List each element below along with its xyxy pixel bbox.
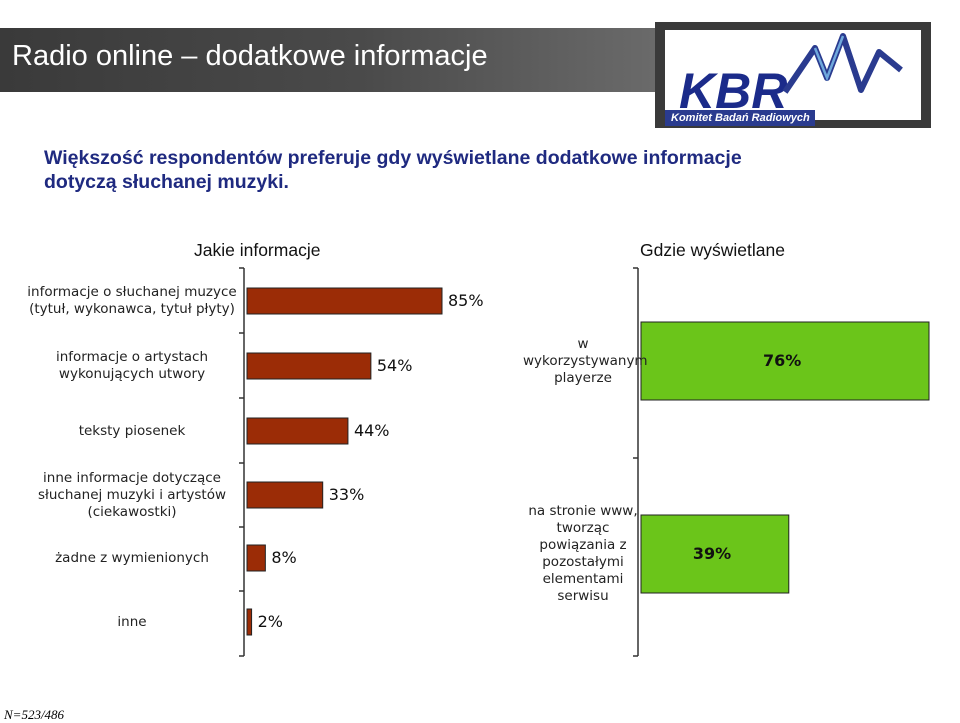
category-label-line: informacje o słuchanej muzyce <box>27 284 237 300</box>
headline-line-2: dotyczą słuchanej muzyki. <box>44 171 289 193</box>
left-bar <box>246 417 349 445</box>
right-value-label: 76% <box>763 351 802 370</box>
category-label-line: playerze <box>554 369 612 386</box>
right-bar <box>640 514 790 594</box>
category-label-line: pozostałymi <box>542 554 624 570</box>
logo-wave-highlight-icon <box>813 35 845 82</box>
left-bar <box>246 544 266 572</box>
right-bar <box>640 321 930 401</box>
right-category-label: na stronie www, tworząc powiązania z pozost… <box>523 503 643 605</box>
left-value-label: 54% <box>376 356 413 375</box>
category-label-line: (tytuł, wykonawca, tytuł płyty) <box>29 301 235 317</box>
left-category-label: inne informacje dotyczące słuchanej muzyk… <box>24 470 240 521</box>
left-bar <box>246 352 372 380</box>
category-label-line: elementami <box>542 571 624 587</box>
headline-line-1: Większość respondentów preferuje gdy wyś… <box>44 147 742 169</box>
chart-title-left: Jakie informacje <box>194 240 321 260</box>
category-label-line: inne informacje dotyczące <box>43 469 221 486</box>
kbr-logo: KBR Komitet Badań Radiowych <box>655 22 931 128</box>
headline: Większość respondentów preferuje gdy wyś… <box>44 146 924 194</box>
category-label-line: (ciekawostki) <box>87 503 177 520</box>
right-value-label: 39% <box>692 544 732 563</box>
left-value-label: 44% <box>353 421 390 440</box>
logo-subtitle: Komitet Badań Radiowych <box>665 110 815 126</box>
category-label-line: na stronie www, <box>528 503 638 519</box>
logo-lettering: KBR <box>679 63 787 119</box>
logo-panel: KBR <box>665 30 921 120</box>
left-value-label: 33% <box>328 485 365 504</box>
page-title: Radio online – dodatkowe informacje <box>12 40 488 72</box>
left-category-label: teksty piosenek <box>24 423 240 440</box>
left-category-label: żadne z wymienionych <box>24 550 240 567</box>
chart-title-right: Gdzie wyświetlane <box>640 240 785 260</box>
right-category-label: w wykorzystywanym playerze <box>523 335 648 387</box>
sample-size-footnote: N=523/486 <box>4 707 65 722</box>
category-label-line: teksty piosenek <box>78 422 186 439</box>
title-bar: Radio online – dodatkowe informacje <box>0 28 655 92</box>
left-value-label: 8% <box>271 548 297 567</box>
left-bar <box>246 287 443 315</box>
left-value-label: 2% <box>257 612 283 631</box>
category-label-line: powiązania z <box>539 537 627 553</box>
category-label-line: wykonujących utwory <box>58 366 206 382</box>
left-value-label: 85% <box>448 291 484 310</box>
category-label-line: informacje o artystach <box>55 349 209 365</box>
category-label-line: serwisu <box>557 588 609 604</box>
kbr-logo-mark: KBR <box>679 33 903 119</box>
category-label-line: słuchanej muzyki i artystów <box>38 486 226 503</box>
category-label-line: wykorzystywanym <box>523 352 648 369</box>
left-category-label: informacje o artystach wykonujących utwor… <box>24 349 240 383</box>
category-label-line: tworząc <box>556 520 610 536</box>
left-bar <box>246 481 324 509</box>
category-label-line: inne <box>117 613 147 630</box>
left-bar <box>246 608 253 636</box>
category-label-line: żadne z wymienionych <box>55 549 209 566</box>
category-label-line: w <box>577 335 589 352</box>
left-category-label: inne <box>24 614 240 631</box>
left-category-label: informacje o słuchanej muzyce (tytuł, wyk… <box>24 284 240 318</box>
